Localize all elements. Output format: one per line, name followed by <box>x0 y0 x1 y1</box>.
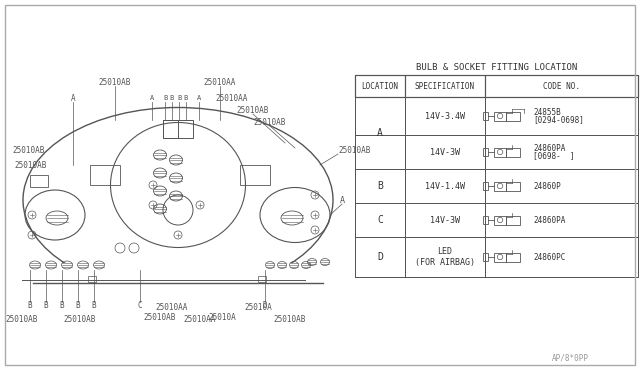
Bar <box>483 253 488 261</box>
Bar <box>506 148 520 157</box>
Bar <box>23 263 333 298</box>
Text: A: A <box>377 128 383 138</box>
Text: LOCATION: LOCATION <box>362 81 399 90</box>
Text: 14V-3W: 14V-3W <box>430 148 460 157</box>
Text: 25010AA: 25010AA <box>216 93 248 103</box>
Text: B: B <box>163 95 167 101</box>
Text: 24860PA: 24860PA <box>533 215 565 224</box>
Text: 24860P: 24860P <box>533 182 561 190</box>
Text: 14V-3W: 14V-3W <box>430 215 460 224</box>
Text: B: B <box>28 301 32 310</box>
Text: [0294-0698]: [0294-0698] <box>533 115 584 124</box>
Text: 25010A: 25010A <box>244 304 272 312</box>
Bar <box>494 215 506 224</box>
Text: B: B <box>44 301 48 310</box>
Bar <box>483 217 488 224</box>
Text: B: B <box>377 181 383 191</box>
Text: 25010AB: 25010AB <box>14 160 46 170</box>
Text: 25010AA: 25010AA <box>184 315 216 324</box>
Bar <box>506 215 520 224</box>
Bar <box>494 148 506 157</box>
Bar <box>258 276 266 282</box>
Bar <box>355 237 638 277</box>
Bar <box>163 120 193 138</box>
Bar <box>355 97 638 135</box>
Bar <box>355 169 405 203</box>
Bar <box>494 182 506 190</box>
Text: 14V-1.4W: 14V-1.4W <box>425 182 465 190</box>
Text: D: D <box>377 252 383 262</box>
Bar <box>163 120 178 138</box>
Text: 24855B: 24855B <box>533 108 561 117</box>
Bar <box>355 135 638 169</box>
Text: 25010AB: 25010AB <box>254 118 286 126</box>
Text: 25010AB: 25010AB <box>99 77 131 87</box>
Text: B: B <box>177 95 181 101</box>
Bar <box>355 203 405 237</box>
Bar <box>88 276 96 282</box>
Text: 25010AB: 25010AB <box>6 315 38 324</box>
Text: SPECIFICATION: SPECIFICATION <box>415 81 475 90</box>
Bar <box>405 237 485 277</box>
Bar <box>485 75 638 97</box>
Text: 24860PC: 24860PC <box>533 253 565 262</box>
Bar <box>30 175 48 187</box>
Text: C: C <box>138 301 142 310</box>
Bar <box>355 75 405 97</box>
Bar <box>485 97 638 135</box>
Text: A: A <box>70 93 76 103</box>
Text: 14V-3.4W: 14V-3.4W <box>425 112 465 121</box>
Bar <box>483 112 488 120</box>
Text: A: A <box>339 196 344 205</box>
Text: BULB & SOCKET FITTING LOCATION: BULB & SOCKET FITTING LOCATION <box>416 62 577 71</box>
Bar <box>483 182 488 190</box>
Bar <box>355 97 405 135</box>
Text: LED
(FOR AIRBAG): LED (FOR AIRBAG) <box>415 247 475 267</box>
Bar <box>355 75 638 97</box>
Text: A: A <box>150 95 154 101</box>
Bar <box>506 253 520 262</box>
Text: [0698-  ]: [0698- ] <box>533 151 575 160</box>
Bar <box>494 253 506 262</box>
Bar <box>405 97 485 135</box>
Text: B: B <box>60 301 64 310</box>
Text: B: B <box>184 95 188 101</box>
Bar <box>485 237 638 277</box>
Text: B: B <box>92 301 96 310</box>
Bar <box>355 135 405 169</box>
Text: 25010AB: 25010AB <box>12 145 44 154</box>
Text: CODE NO.: CODE NO. <box>543 81 580 90</box>
Bar <box>405 135 485 169</box>
Bar <box>240 165 270 185</box>
Bar <box>506 112 520 121</box>
Bar <box>485 169 638 203</box>
Text: 25010AB: 25010AB <box>144 314 176 323</box>
Text: 25010A: 25010A <box>208 314 236 323</box>
Text: 25010AA: 25010AA <box>156 304 188 312</box>
Bar <box>485 203 638 237</box>
Bar <box>355 169 638 203</box>
Text: 25010AB: 25010AB <box>338 145 371 154</box>
Bar <box>485 135 638 169</box>
Bar <box>90 165 120 185</box>
Bar <box>405 203 485 237</box>
Text: C: C <box>377 215 383 225</box>
Bar <box>483 148 488 155</box>
Text: A: A <box>197 95 201 101</box>
Text: AP/8*0PP: AP/8*0PP <box>552 353 589 362</box>
Bar <box>506 182 520 190</box>
Text: 24860PA: 24860PA <box>533 144 565 153</box>
Text: B: B <box>76 301 80 310</box>
Text: 25010AB: 25010AB <box>64 315 96 324</box>
Bar <box>405 75 485 97</box>
Bar <box>355 237 405 277</box>
Text: 25010AB: 25010AB <box>274 315 306 324</box>
Text: D: D <box>262 301 268 310</box>
Bar <box>355 203 638 237</box>
Text: B: B <box>170 95 174 101</box>
Bar <box>405 169 485 203</box>
Bar <box>494 112 506 121</box>
Text: 25010AB: 25010AB <box>237 106 269 115</box>
Text: 25010AA: 25010AA <box>204 77 236 87</box>
